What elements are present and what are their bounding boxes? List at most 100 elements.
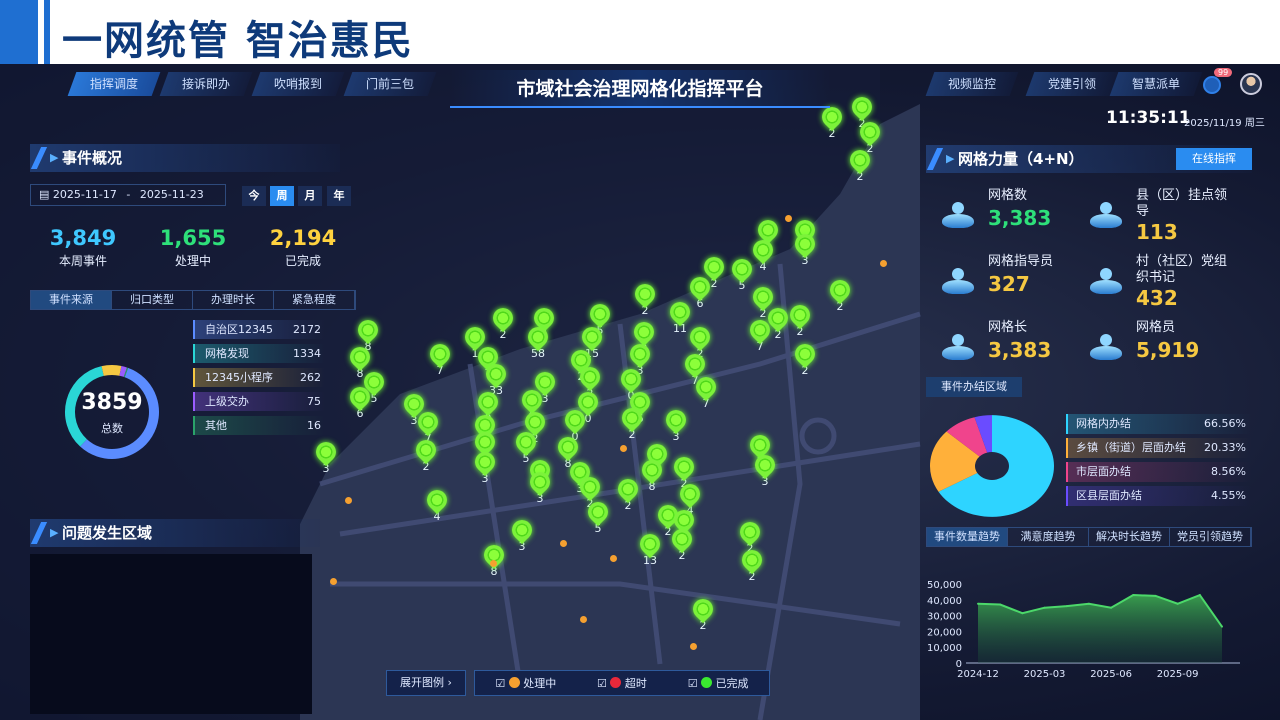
processing-dot[interactable] — [620, 445, 627, 452]
nav-dispatch[interactable]: 智慧派单 — [1109, 72, 1203, 96]
processing-dot[interactable] — [330, 578, 337, 585]
nav-party[interactable]: 党建引领 — [1025, 72, 1119, 96]
map-marker[interactable]: 2 — [763, 303, 793, 342]
legend-overdue[interactable]: ☑ 超时 — [597, 677, 647, 690]
processing-dot[interactable] — [345, 497, 352, 504]
nav-complaint[interactable]: 接诉即办 — [159, 72, 253, 96]
map-marker[interactable]: 8 — [637, 455, 667, 494]
source-item[interactable]: 网格发现 1334 — [193, 344, 325, 363]
map-marker[interactable]: 8 — [553, 432, 583, 471]
map-marker[interactable]: 2 — [790, 339, 820, 378]
nav-whistle[interactable]: 吹哨报到 — [251, 72, 345, 96]
map-marker[interactable]: 2 — [817, 102, 847, 141]
map-marker[interactable]: 2 — [685, 322, 715, 361]
map-marker[interactable]: 5 — [583, 497, 613, 536]
map-marker[interactable]: 2 — [411, 435, 441, 474]
map-marker[interactable]: 2 — [688, 594, 718, 633]
map-marker[interactable]: 0 — [560, 405, 590, 444]
date-range-picker[interactable]: ▤ 2025-11-17 - 2025-11-23 — [30, 184, 226, 206]
tab-source[interactable]: 事件来源 — [31, 291, 112, 309]
map-marker[interactable]: 5 — [511, 427, 541, 466]
map-marker[interactable]: 2 — [735, 517, 765, 556]
avatar[interactable] — [1240, 73, 1262, 95]
map-marker[interactable]: 11 — [665, 297, 695, 336]
processing-dot[interactable] — [610, 555, 617, 562]
map-marker[interactable]: 3 — [525, 467, 555, 506]
processing-dot[interactable] — [580, 616, 587, 623]
map-marker[interactable]: 8 — [479, 540, 509, 579]
map-marker[interactable]: 3 — [311, 437, 341, 476]
processing-dot[interactable] — [560, 540, 567, 547]
map-marker[interactable]: 2 — [855, 117, 885, 156]
map-marker[interactable]: 2 — [845, 145, 875, 184]
period-week[interactable]: 周 — [270, 186, 294, 206]
map-marker[interactable]: 7 — [425, 339, 455, 378]
map-marker[interactable]: 8 — [353, 315, 383, 354]
map-marker[interactable]: 3 — [399, 389, 429, 428]
map-marker[interactable]: 7 — [680, 349, 710, 388]
map-marker[interactable]: 3 — [625, 339, 655, 378]
legend-completed[interactable]: ☑ 已完成 — [687, 677, 749, 690]
tab-category[interactable]: 归口类型 — [112, 291, 193, 309]
map-marker[interactable]: 2 — [669, 452, 699, 491]
map-marker[interactable]: 2 — [653, 500, 683, 539]
map-marker[interactable]: 6 — [345, 382, 375, 421]
processing-dot[interactable] — [690, 643, 697, 650]
tab-duration[interactable]: 办理时长 — [193, 291, 274, 309]
map-marker[interactable]: 3 — [790, 229, 820, 268]
nav-video[interactable]: 视频监控 — [925, 72, 1019, 96]
map-marker[interactable]: 2 — [699, 252, 729, 291]
map-marker[interactable]: 2 — [575, 472, 605, 511]
map-marker[interactable]: 7 — [745, 315, 775, 354]
map-marker[interactable]: 8 — [345, 342, 375, 381]
bell-icon[interactable] — [1203, 76, 1221, 94]
map-marker[interactable]: 2 — [617, 403, 647, 442]
map-marker[interactable]: 5 — [359, 367, 389, 406]
expand-legend-button[interactable]: 展开图例 › — [386, 670, 466, 696]
tab-event-count[interactable]: 事件数量趋势 — [927, 528, 1008, 546]
map-marker[interactable]: 0 — [573, 387, 603, 426]
map-marker[interactable]: 2 — [825, 275, 855, 314]
map-marker[interactable]: 7 — [413, 407, 443, 446]
map-marker[interactable]: 3 — [470, 447, 500, 486]
map-marker[interactable]: 6 — [685, 272, 715, 311]
online-command-button[interactable]: 在线指挥 — [1176, 148, 1252, 170]
tab-resolve-time[interactable]: 解决时长趋势 — [1089, 528, 1170, 546]
map-marker[interactable]: 2 — [630, 279, 660, 318]
map-marker[interactable]: 3 — [530, 367, 560, 406]
map-marker[interactable]: 5 — [727, 254, 757, 293]
map-marker[interactable]: 4 — [675, 479, 705, 518]
map-marker[interactable]: 2 — [785, 300, 815, 339]
map-marker[interactable]: 3 — [661, 405, 691, 444]
map-marker[interactable]: 13 — [635, 529, 665, 568]
map-marker[interactable]: 4 — [748, 235, 778, 274]
map-marker[interactable]: 58 — [523, 322, 553, 361]
map-marker[interactable]: 3 — [750, 450, 780, 489]
source-item[interactable]: 上级交办 75 — [193, 392, 325, 411]
period-year[interactable]: 年 — [327, 186, 351, 206]
processing-dot[interactable] — [880, 260, 887, 267]
map-marker[interactable]: 3 — [507, 515, 537, 554]
period-today[interactable]: 今 — [242, 186, 266, 206]
map-marker[interactable]: 7 — [691, 372, 721, 411]
map-marker[interactable]: 2 — [488, 303, 518, 342]
map-marker[interactable]: 1 — [460, 322, 490, 361]
map-marker[interactable]: 2 — [613, 474, 643, 513]
map-marker[interactable]: 2 — [847, 92, 877, 131]
tab-party[interactable]: 党员引领趋势 — [1170, 528, 1251, 546]
legend-processing[interactable]: ☑ 处理中 — [495, 677, 557, 690]
processing-dot[interactable] — [785, 215, 792, 222]
nav-command[interactable]: 指挥调度 — [67, 72, 161, 96]
nav-storefront[interactable]: 门前三包 — [343, 72, 437, 96]
source-item[interactable]: 12345小程序 262 — [193, 368, 325, 387]
source-item[interactable]: 自治区12345 2172 — [193, 320, 325, 339]
period-month[interactable]: 月 — [298, 186, 322, 206]
processing-dot[interactable] — [490, 560, 497, 567]
tab-urgency[interactable]: 紧急程度 — [274, 291, 355, 309]
tab-satisfaction[interactable]: 满意度趋势 — [1008, 528, 1089, 546]
map-marker[interactable]: 2 — [667, 524, 697, 563]
map-marker[interactable]: 2 — [748, 282, 778, 321]
map-marker[interactable]: 4 — [422, 485, 452, 524]
map-marker[interactable]: 2 — [737, 545, 767, 584]
source-item[interactable]: 其他 16 — [193, 416, 325, 435]
